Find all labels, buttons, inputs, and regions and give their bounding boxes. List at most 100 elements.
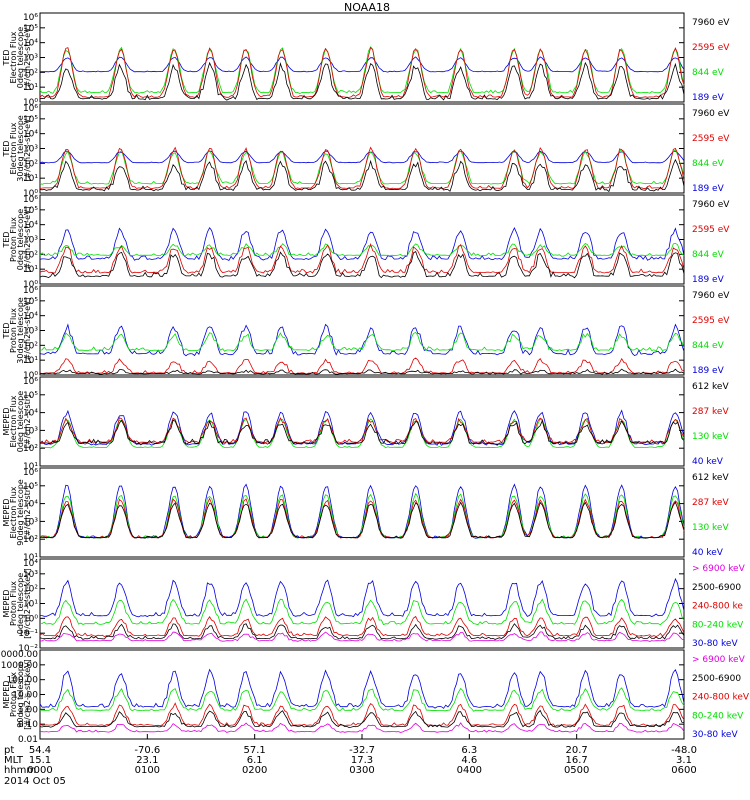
legend-entry: 7960 eV [692,291,730,301]
legend-entry: 30-80 keV [692,730,738,740]
legend-entry: 189 eV [692,184,725,194]
x-tick-label-mlt: 6.1 [247,755,263,766]
legend-entry: 2595 eV [692,225,730,235]
legend-entry: 844 eV [692,159,725,169]
y-tick-label: 10⁶ [23,468,38,478]
y-tick-label: 10⁴ [23,312,38,322]
y-tick-label: 10³ [23,236,38,246]
series-30-80-kev [39,577,685,618]
y-axis-label: Electron Flux [9,395,18,447]
y-tick-label: 10⁵ [23,297,38,307]
y-axis-label: 90deg telescope [16,661,25,728]
y-axis-label: [#/cm2-s-str-keV] [23,659,32,730]
panel-frame [39,285,685,376]
series-612-kev [40,501,685,539]
legend-entry: 130 keV [692,432,729,442]
legend-entry: 2595 eV [692,134,730,144]
chart-title: NOAA18 [344,1,390,14]
x-tick-label-hhmm: 0400 [457,765,482,776]
series-7960-ev [39,61,685,101]
series-7960-ev [39,251,685,279]
y-tick-label: 10⁶ [23,195,38,205]
panel-frame [39,558,685,649]
y-tick-label: 10² [23,444,38,454]
series--6900-kev [39,631,685,642]
x-tick-label-pt: -48.0 [671,745,697,756]
panel-frame [39,12,685,103]
x-tick-label-hhmm: 0500 [564,765,589,776]
series-2595-ev [39,146,685,190]
y-tick-label: 1.00 [18,705,38,715]
legend-entry: 287 keV [692,407,729,417]
y-axis-label: 0deg telescope [16,209,25,270]
series-189-ev [39,150,685,164]
x-tick-label-hhmm: 0000 [27,765,52,776]
y-tick-label: 10³ [23,327,38,337]
y-tick-label: 10² [23,68,38,78]
legend-entry: 7960 eV [692,109,730,119]
y-tick-label: 10² [23,250,38,260]
series-2595-ev [39,46,685,99]
x-tick-label-pt: 57.1 [244,745,266,756]
x-tick-label-mlt: 17.3 [351,755,373,766]
y-axis-label: TED [2,231,11,248]
y-tick-label: 10⁰ [23,280,38,290]
y-tick-label: 10² [23,341,38,351]
y-tick-label: 10⁶ [23,286,38,296]
series-189-ev [39,323,685,357]
x-tick-label-hhmm: 0600 [671,765,696,776]
legend-entry: 40 keV [692,457,724,467]
y-tick-label: 100.00 [7,676,39,686]
y-axis-label: Proton Flux [9,581,18,626]
series--6900-kev [39,722,685,733]
y-axis-label: [#/cm2-s-str] [23,486,32,539]
y-axis-label: 0deg telescope [16,27,25,88]
y-axis-label: 30deg telescope [16,297,25,364]
series-189-ev [39,56,685,73]
series-612-kev [39,419,685,446]
legend-entry: 240-800 ke [692,602,743,612]
panel-frame [39,376,685,467]
y-tick-label: 10⁵ [23,24,38,34]
legend-entry: 2500-6900 [692,583,741,593]
series-2500-6900 [39,623,685,640]
series-40-kev [39,409,685,446]
legend-entry: 844 eV [692,341,725,351]
legend-entry: 240-800 keV [692,693,750,703]
y-tick-label: 1000.00 [1,661,38,671]
y-tick-label: 10⁶ [23,13,38,23]
y-tick-label: 10³ [23,570,38,580]
y-tick-label: 10⁴ [23,409,38,419]
series-2595-ev [39,357,685,375]
legend-entry: 2595 eV [692,316,730,326]
y-axis-label: TED [2,140,11,157]
y-tick-label: 10⁰ [23,189,38,199]
y-tick-label: 10⁴ [23,39,38,49]
y-axis-label: Proton Flux [9,217,18,262]
legend-entry: 7960 eV [692,18,730,28]
y-axis-label: [#/cm2-s-str-keV] [23,568,32,639]
y-axis-label: MEPED [2,408,11,436]
y-axis-label: 0deg telescope [16,573,25,634]
y-tick-label: 10⁻² [18,644,38,654]
x-tick-label-hhmm: 0100 [135,765,160,776]
y-tick-label: 10³ [23,517,38,527]
x-tick-label-mlt: 16.7 [566,755,588,766]
y-tick-label: 10⁻¹ [18,629,38,639]
y-tick-label: 10¹ [23,600,38,610]
legend-entry: > 6900 keV [692,564,746,574]
x-tick-label-pt: -32.7 [349,745,375,756]
y-tick-label: 10² [23,159,38,169]
y-tick-label: 10⁰ [23,614,38,624]
y-axis-label: [#/cm2-s-str] [23,395,32,448]
panel-frame [39,467,685,558]
series-844-ev [39,242,685,257]
y-axis-label: [#/cm2-s-str-eV] [23,24,32,90]
